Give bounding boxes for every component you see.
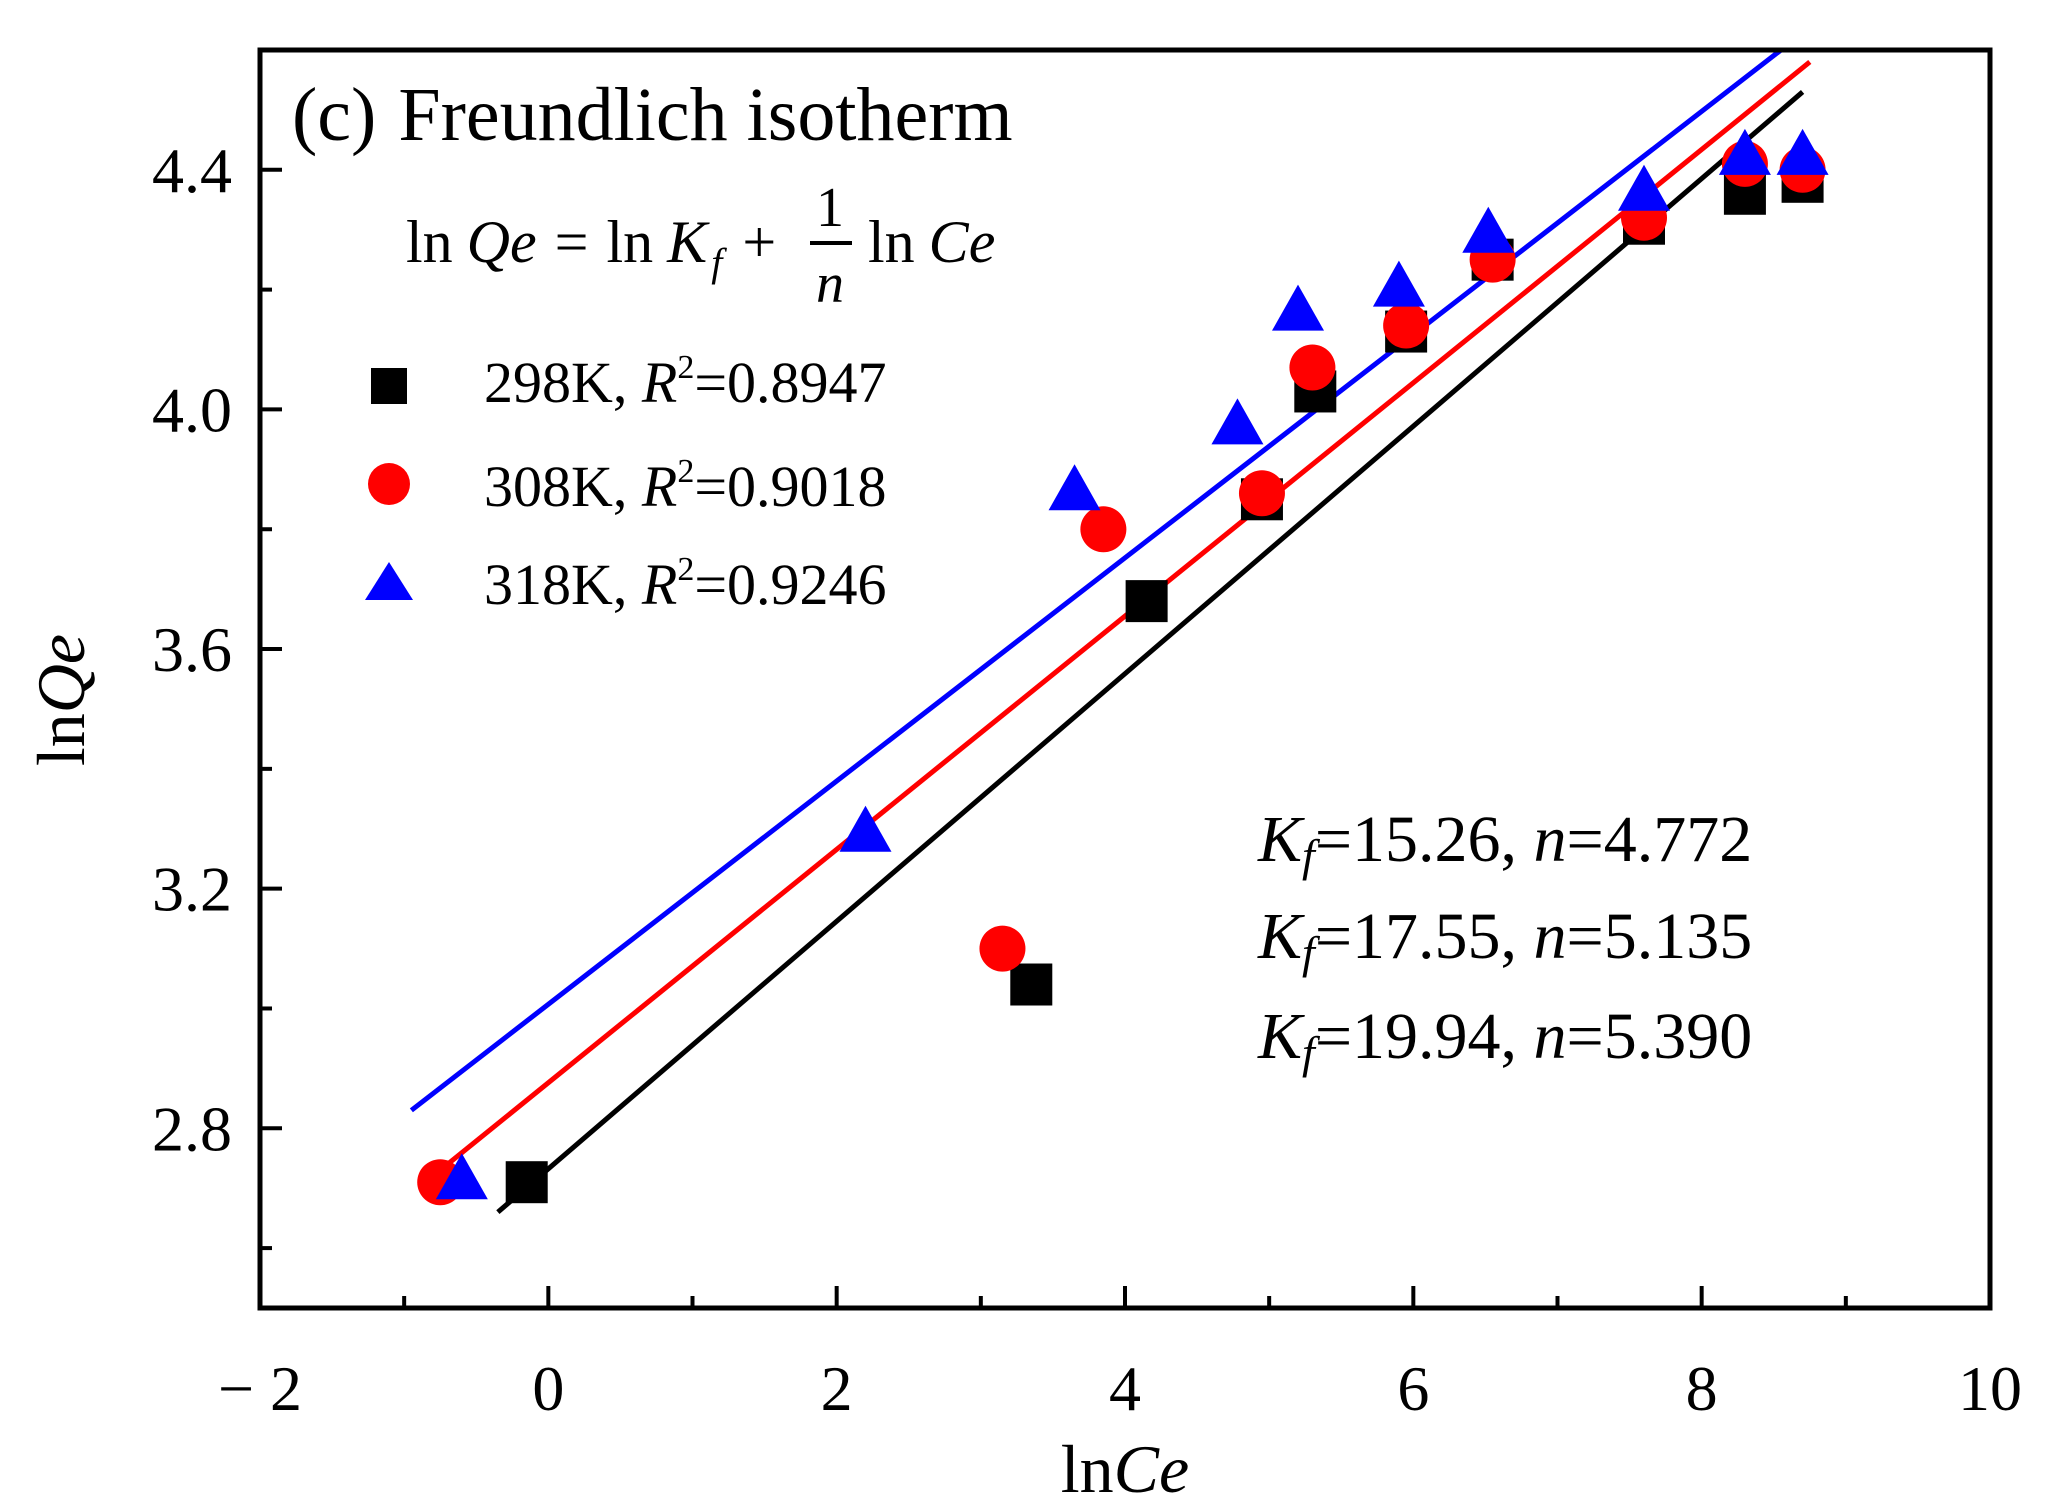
legend-r2-var-318k: R (641, 552, 677, 617)
annotation-kf-value-298k: =15.26, (1315, 803, 1534, 876)
x-tick-label: 0 (532, 1353, 564, 1424)
x-tick-label: 10 (1958, 1353, 2022, 1424)
annotation-kf-var-318k: K (1257, 1000, 1305, 1073)
data-point-318k (1618, 164, 1670, 211)
data-markers (417, 128, 1829, 1206)
legend-marker-circle (368, 463, 410, 505)
y-axis-label-var: Qe (23, 634, 99, 713)
y-axis-label: lnQe (23, 634, 99, 766)
annotation-318k: Kf=19.94, n=5.390 (1257, 1000, 1752, 1078)
legend-r2-exp-298k: 2 (677, 349, 694, 386)
x-axis-ticks (402, 1286, 1848, 1308)
x-tick-label: − 2 (218, 1353, 302, 1424)
svg-text:308K, R2=0.9018: 308K, R2=0.9018 (484, 453, 887, 519)
x-tick-label: 2 (821, 1353, 853, 1424)
annotation-kf-value-308k: =17.55, (1315, 900, 1534, 973)
y-tick-label: 2.8 (152, 1093, 232, 1164)
annotation-kf-var-308k: K (1257, 900, 1305, 973)
legend-r2-exp-308k: 2 (677, 453, 694, 490)
y-axis-tick-labels: 2.8 3.2 3.6 4.0 4.4 (152, 135, 232, 1164)
eq-equals: = (555, 209, 589, 275)
data-point-308k (979, 925, 1026, 972)
legend-item-318k: 318K, R2=0.9246 (365, 551, 887, 617)
data-point-318k (1372, 260, 1425, 307)
y-tick-label: 3.6 (152, 614, 232, 685)
panel-label: (c) (292, 73, 376, 157)
data-point-298k (1010, 963, 1053, 1006)
annotation-n-var-298k: n (1534, 803, 1567, 876)
svg-text:318K, R2=0.9246: 318K, R2=0.9246 (484, 551, 887, 617)
eq-qe: Qe (467, 209, 537, 275)
fit-line-298k (496, 90, 1805, 1215)
legend-item-308k: 308K, R2=0.9018 (368, 453, 887, 519)
legend-r2-value-318k: =0.9246 (694, 552, 886, 617)
eq-ln: ln (406, 209, 453, 275)
eq-numerator: 1 (816, 177, 844, 239)
eq-ln-ce: ln (868, 209, 915, 275)
legend-r2-value-308k: =0.9018 (694, 454, 886, 519)
annotation-n-var-318k: n (1534, 1000, 1567, 1073)
data-point-318k (1462, 206, 1515, 253)
data-point-318k (435, 1153, 488, 1200)
data-point-298k (1125, 580, 1168, 623)
legend-item-298k: 298K, R2=0.8947 (371, 349, 887, 415)
data-point-318k (1048, 464, 1101, 511)
legend-r2-exp-318k: 2 (677, 551, 694, 588)
data-point-318k (1776, 128, 1829, 175)
x-axis-label-var: Ce (1114, 1431, 1190, 1506)
y-tick-label: 4.4 (152, 135, 232, 206)
y-axis-ticks (260, 48, 282, 1251)
eq-ln-kf: ln (606, 209, 653, 275)
legend-r2-value-298k: =0.8947 (694, 350, 886, 415)
legend-marker-triangle (365, 562, 413, 600)
annotation-n-value-308k: =5.135 (1567, 900, 1753, 973)
eq-denominator: n (816, 253, 844, 315)
fit-line-308k (438, 60, 1812, 1173)
data-point-318k (1272, 284, 1324, 331)
annotation-kf-value-318k: =19.94, (1315, 1000, 1534, 1073)
svg-text:298K, R2=0.8947: 298K, R2=0.8947 (484, 349, 887, 415)
y-axis-label-prefix: ln (23, 713, 99, 766)
fit-lines (409, 48, 1812, 1215)
eq-plus: + (742, 209, 776, 275)
annotation-n-value-298k: =4.772 (1567, 803, 1753, 876)
chart-title: (c) Freundlich isotherm (292, 73, 1013, 157)
legend-label-308k: 308K, (484, 454, 642, 519)
annotation-n-var-308k: n (1534, 900, 1567, 973)
x-tick-label: 6 (1397, 1353, 1429, 1424)
data-point-318k (839, 805, 892, 852)
annotation-n-value-318k: =5.390 (1567, 1000, 1753, 1073)
x-tick-label: 8 (1686, 1353, 1718, 1424)
data-point-308k (1080, 506, 1127, 553)
legend-label-298k: 298K, (484, 350, 642, 415)
title-text: Freundlich isotherm (398, 73, 1012, 157)
data-point-318k (1718, 128, 1771, 175)
x-axis-tick-labels: − 2 0 2 4 6 8 10 (218, 1353, 2022, 1424)
data-point-308k (1238, 470, 1285, 517)
data-point-318k (1211, 398, 1264, 445)
eq-kf: K (666, 209, 710, 275)
data-point-308k (1289, 344, 1336, 391)
x-axis-label-prefix: ln (1061, 1431, 1114, 1506)
data-point-308k (1383, 302, 1430, 349)
data-point-298k (505, 1161, 548, 1204)
legend-r2-var-308k: R (641, 454, 677, 519)
legend-r2-var-298k: R (641, 350, 677, 415)
annotation-298k: Kf=15.26, n=4.772 (1257, 803, 1752, 881)
kf-n-annotations: Kf=15.26, n=4.772 Kf=17.55, n=5.135 Kf=1… (1257, 803, 1752, 1078)
y-tick-label: 3.2 (152, 854, 232, 925)
legend-marker-square (371, 368, 407, 404)
annotation-kf-var-298k: K (1257, 803, 1305, 876)
legend-label-318k: 318K, (484, 552, 642, 617)
y-tick-label: 4.0 (152, 374, 232, 445)
legend: 298K, R2=0.8947 308K, R2=0.9018 318K, R2… (365, 349, 887, 617)
x-axis-label: lnCe (1061, 1431, 1189, 1506)
eq-ce: Ce (929, 209, 996, 275)
annotation-308k: Kf=17.55, n=5.135 (1257, 900, 1752, 978)
svg-text:lnCe: ln Ce (868, 209, 995, 275)
fit-line-318k (409, 48, 1783, 1113)
x-tick-label: 4 (1109, 1353, 1141, 1424)
